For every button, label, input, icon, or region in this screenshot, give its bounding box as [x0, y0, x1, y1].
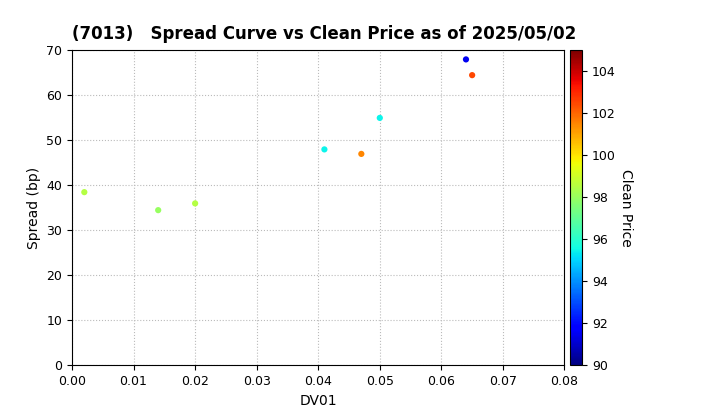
Point	[153, 207, 164, 213]
Y-axis label: Clean Price: Clean Price	[618, 169, 633, 247]
Point	[467, 72, 478, 79]
Point	[78, 189, 90, 196]
Point	[374, 115, 386, 121]
Point	[319, 146, 330, 153]
Point	[460, 56, 472, 63]
Point	[356, 150, 367, 157]
Y-axis label: Spread (bp): Spread (bp)	[27, 167, 41, 249]
Text: (7013)   Spread Curve vs Clean Price as of 2025/05/02: (7013) Spread Curve vs Clean Price as of…	[72, 25, 576, 43]
X-axis label: DV01: DV01	[300, 394, 337, 408]
Point	[189, 200, 201, 207]
